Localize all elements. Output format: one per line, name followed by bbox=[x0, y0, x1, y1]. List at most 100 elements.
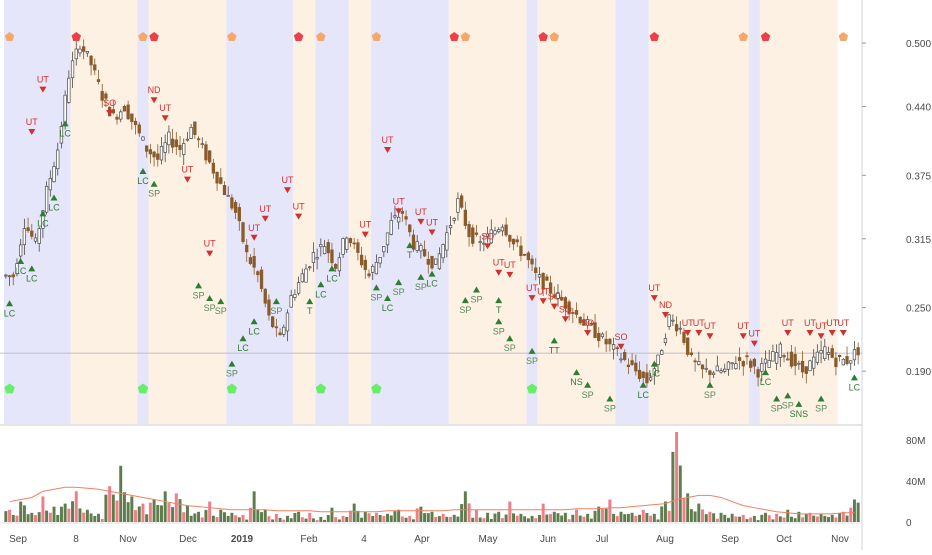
candle-body bbox=[296, 282, 301, 294]
candle-body bbox=[745, 355, 749, 358]
candle-body bbox=[89, 55, 93, 66]
sell-signal-label: UT bbox=[426, 218, 438, 228]
buy-signal-triangle bbox=[550, 337, 558, 344]
candle-body bbox=[348, 238, 353, 244]
candle-body bbox=[126, 104, 130, 120]
candle-body bbox=[767, 360, 771, 368]
candle-body bbox=[67, 77, 71, 103]
candle-body bbox=[263, 288, 267, 304]
buy-signal-triangle bbox=[395, 279, 403, 286]
candle-body bbox=[233, 201, 238, 213]
candle-body bbox=[604, 338, 608, 345]
volume-bar bbox=[289, 518, 293, 522]
buy-signal-label: LC bbox=[59, 128, 71, 138]
sell-signal-label: UT bbox=[181, 165, 193, 175]
top-signal-pentagon bbox=[149, 32, 159, 41]
bottom-signal-pentagon bbox=[526, 383, 538, 394]
candle-body bbox=[408, 224, 412, 233]
buy-signal-triangle bbox=[17, 257, 25, 264]
volume-bar bbox=[108, 486, 112, 522]
candle-body bbox=[237, 207, 241, 222]
candle-body bbox=[300, 273, 304, 283]
sell-signal-label: UT bbox=[26, 117, 38, 127]
volume-bar bbox=[160, 505, 163, 522]
candle-body bbox=[526, 252, 530, 261]
sell-signal-triangle bbox=[283, 187, 291, 194]
buy-signal-label: LC bbox=[326, 273, 338, 283]
volume-bar bbox=[374, 512, 378, 522]
time-tick-label: Apr bbox=[414, 534, 430, 545]
price-tick-label: 0.440 bbox=[906, 103, 931, 114]
candle-body bbox=[815, 351, 820, 363]
volume-bar bbox=[619, 511, 623, 522]
candle-body bbox=[760, 363, 764, 372]
candle-body bbox=[508, 235, 512, 242]
buy-signal-label: SP bbox=[148, 189, 160, 199]
candle-body bbox=[619, 358, 623, 361]
time-tick-label: 2019 bbox=[231, 534, 254, 545]
top-signal-pentagon bbox=[316, 32, 326, 41]
top-signal-pentagon bbox=[838, 32, 849, 41]
candle-body bbox=[359, 254, 364, 266]
buy-signal-triangle bbox=[272, 298, 280, 305]
sell-signal-triangle bbox=[750, 340, 758, 347]
buy-signal-label: SP bbox=[504, 343, 516, 353]
volume-bar bbox=[552, 511, 556, 522]
time-tick-label: Feb bbox=[300, 534, 318, 545]
sell-signal-label: UT bbox=[826, 318, 838, 328]
candle-body bbox=[778, 343, 782, 358]
zone-band bbox=[370, 0, 449, 424]
candle-body bbox=[15, 263, 19, 275]
candle-body bbox=[70, 60, 75, 79]
buy-signal-label: LC bbox=[15, 266, 27, 276]
candle-body bbox=[548, 282, 553, 294]
volume-bar bbox=[445, 516, 449, 522]
candle-body bbox=[667, 314, 671, 327]
zone-band bbox=[448, 0, 527, 424]
candle-body bbox=[59, 126, 64, 144]
candle-body bbox=[156, 153, 160, 160]
volume-bar bbox=[460, 504, 464, 522]
candle-body bbox=[448, 225, 453, 229]
top-signal-pentagon bbox=[293, 32, 304, 41]
volume-bar bbox=[437, 516, 441, 522]
volume-bar bbox=[682, 498, 686, 522]
volume-bar bbox=[163, 491, 167, 522]
volume-bar bbox=[641, 509, 645, 522]
buy-signal-triangle bbox=[639, 381, 647, 388]
volume-bar bbox=[449, 516, 453, 522]
volume-bar bbox=[704, 514, 708, 522]
volume-bar bbox=[586, 513, 590, 522]
sell-signal-label: UT bbox=[804, 318, 816, 328]
candle-body bbox=[700, 364, 705, 370]
volume-bar bbox=[526, 518, 530, 522]
bottom-signal-pentagon bbox=[371, 383, 382, 394]
volume-bar bbox=[141, 503, 145, 522]
volume-bar bbox=[782, 517, 786, 522]
buy-signal-label: LC bbox=[37, 218, 49, 228]
volume-bar bbox=[841, 511, 845, 522]
volume-bar bbox=[827, 517, 830, 522]
volume-bar bbox=[145, 514, 149, 522]
volume-bar bbox=[849, 507, 853, 522]
zone-band bbox=[315, 0, 349, 424]
volume-bar bbox=[382, 516, 386, 522]
candle-body bbox=[230, 197, 234, 209]
volume-bar bbox=[441, 513, 445, 522]
volume-bar bbox=[330, 507, 334, 522]
candle-body bbox=[534, 267, 538, 274]
candle-body bbox=[652, 368, 656, 376]
candle-body bbox=[600, 333, 605, 338]
candle-body bbox=[56, 149, 60, 170]
volume-bar bbox=[845, 515, 849, 522]
candle-body bbox=[682, 331, 686, 343]
volume-bar bbox=[771, 519, 775, 522]
candle-body bbox=[786, 358, 790, 361]
candle-body bbox=[593, 322, 597, 338]
candle-body bbox=[515, 239, 519, 243]
volume-bar bbox=[749, 517, 753, 522]
volume-bar bbox=[604, 508, 608, 522]
volume-bar bbox=[537, 515, 541, 522]
